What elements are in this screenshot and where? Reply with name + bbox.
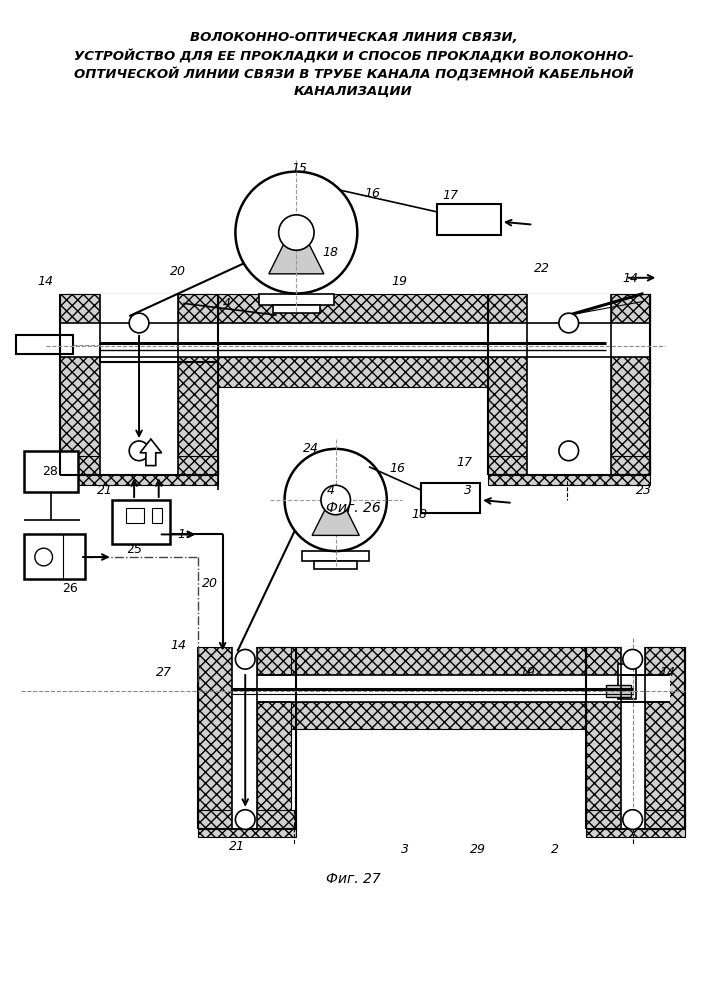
Bar xyxy=(24,534,85,579)
Text: 15: 15 xyxy=(291,162,308,175)
Polygon shape xyxy=(312,488,359,535)
Circle shape xyxy=(235,172,357,294)
Text: 4: 4 xyxy=(223,297,230,310)
Text: ОПТИЧЕСКОЙ ЛИНИИ СВЯЗИ В ТРУБЕ КАНАЛА ПОДЗЕМНОЙ КАБЕЛЬНОЙ: ОПТИЧЕСКОЙ ЛИНИИ СВЯЗИ В ТРУБЕ КАНАЛА ПО… xyxy=(74,66,633,80)
Text: 17: 17 xyxy=(457,456,472,469)
Circle shape xyxy=(623,649,643,669)
Text: 18: 18 xyxy=(411,508,427,521)
Bar xyxy=(273,305,320,313)
Polygon shape xyxy=(269,219,324,274)
Bar xyxy=(100,294,178,475)
Circle shape xyxy=(235,649,255,669)
Bar xyxy=(621,647,645,829)
Text: Фиг. 27: Фиг. 27 xyxy=(326,872,381,886)
Bar xyxy=(198,647,233,829)
Text: 14: 14 xyxy=(37,275,54,288)
Bar xyxy=(527,294,611,475)
Text: 16: 16 xyxy=(390,462,406,475)
Text: КАНАЛИЗАЦИИ: КАНАЛИЗАЦИИ xyxy=(294,84,413,97)
Text: 14: 14 xyxy=(623,272,638,285)
Text: 4: 4 xyxy=(327,484,335,497)
Circle shape xyxy=(559,441,578,461)
Text: Фиг. 26: Фиг. 26 xyxy=(326,501,381,515)
Text: 1: 1 xyxy=(177,528,185,541)
Polygon shape xyxy=(421,483,480,513)
Text: 14: 14 xyxy=(170,639,187,652)
Polygon shape xyxy=(437,204,501,235)
Text: ВОЛОКОННО-ОПТИЧЕСКАЯ ЛИНИЯ СВЯЗИ,: ВОЛОКОННО-ОПТИЧЕСКАЯ ЛИНИЯ СВЯЗИ, xyxy=(189,31,518,44)
Bar xyxy=(488,294,527,475)
Bar xyxy=(618,664,636,699)
Text: 3: 3 xyxy=(464,484,472,497)
Circle shape xyxy=(35,548,52,566)
Polygon shape xyxy=(140,439,162,466)
Bar xyxy=(611,294,650,475)
Circle shape xyxy=(559,313,578,333)
Bar xyxy=(60,323,650,357)
Bar xyxy=(606,685,631,697)
Bar xyxy=(60,456,218,485)
Bar xyxy=(60,357,650,387)
Circle shape xyxy=(235,810,255,829)
Bar xyxy=(16,335,73,354)
Text: 2: 2 xyxy=(551,843,559,856)
Bar xyxy=(60,294,650,323)
Text: 21: 21 xyxy=(97,484,112,497)
Text: УСТРОЙСТВО ДЛЯ ЕЕ ПРОКЛАДКИ И СПОСОБ ПРОКЛАДКИ ВОЛОКОННО-: УСТРОЙСТВО ДЛЯ ЕЕ ПРОКЛАДКИ И СПОСОБ ПРО… xyxy=(74,49,633,63)
Bar xyxy=(259,294,334,305)
Text: 29: 29 xyxy=(470,843,486,856)
Text: 26: 26 xyxy=(62,582,78,595)
Text: 24: 24 xyxy=(303,442,319,455)
Bar xyxy=(112,500,170,544)
Text: 21: 21 xyxy=(229,840,245,853)
Text: 17: 17 xyxy=(443,189,459,202)
Bar xyxy=(257,647,291,829)
Circle shape xyxy=(284,449,387,551)
Bar xyxy=(645,647,685,829)
Bar xyxy=(127,508,144,523)
Bar xyxy=(314,561,357,569)
Bar xyxy=(257,675,670,702)
Bar xyxy=(257,647,670,675)
Text: 23: 23 xyxy=(636,484,651,497)
Text: 19: 19 xyxy=(392,275,408,288)
Bar xyxy=(24,451,78,492)
Bar xyxy=(178,294,218,475)
Bar xyxy=(60,294,100,475)
Circle shape xyxy=(129,441,149,461)
Bar xyxy=(152,508,162,523)
Bar xyxy=(586,647,621,829)
Text: 20: 20 xyxy=(170,265,187,278)
Bar xyxy=(303,551,369,561)
Bar xyxy=(488,456,650,485)
Bar xyxy=(233,647,257,829)
Text: 3: 3 xyxy=(401,843,409,856)
Text: 28: 28 xyxy=(42,465,59,478)
Text: 19: 19 xyxy=(520,666,535,679)
Text: 14: 14 xyxy=(659,666,675,679)
Bar xyxy=(257,702,670,729)
Text: 22: 22 xyxy=(534,262,550,275)
Bar xyxy=(198,810,296,837)
Circle shape xyxy=(321,485,351,515)
Text: 16: 16 xyxy=(364,187,380,200)
Bar xyxy=(586,810,685,837)
Text: 20: 20 xyxy=(201,577,218,590)
Circle shape xyxy=(129,313,149,333)
Text: 27: 27 xyxy=(156,666,172,679)
Circle shape xyxy=(279,215,314,250)
Text: 25: 25 xyxy=(126,543,142,556)
Circle shape xyxy=(623,810,643,829)
Text: 18: 18 xyxy=(323,246,339,259)
